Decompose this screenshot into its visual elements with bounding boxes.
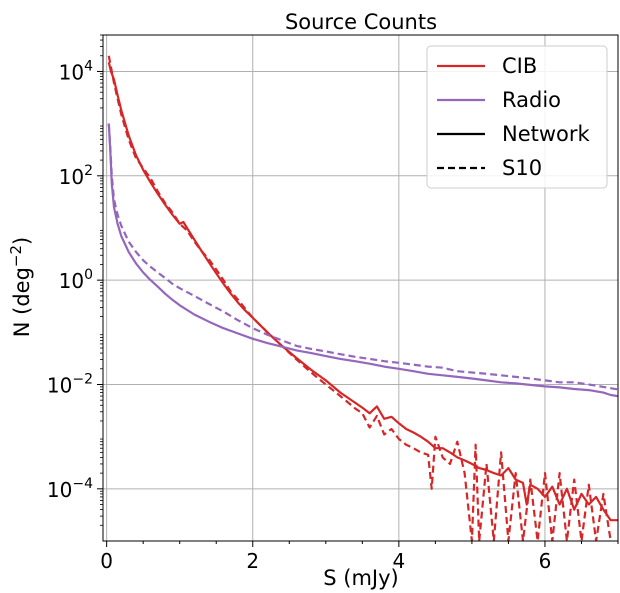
y-axis-label: N (deg−2) [7, 237, 34, 338]
y-tick-base: 10 [59, 269, 84, 293]
y-tick-base: 10 [47, 373, 72, 397]
y-tick-base: 10 [59, 60, 84, 84]
y-tick-exponent: 0 [84, 267, 93, 283]
x-tick-label: 0 [100, 549, 113, 573]
x-tick-label: 6 [539, 549, 552, 573]
series-radio-s10 [107, 123, 618, 391]
x-axis-label: S (mJy) [323, 566, 398, 590]
y-tick-exponent: −2 [72, 371, 93, 387]
y-axis-label-exponent: −2 [7, 245, 25, 267]
y-tick-exponent: −4 [72, 476, 93, 492]
series-lines [107, 55, 618, 541]
x-tick-label: 4 [392, 549, 405, 573]
y-tick-label: 100 [59, 267, 93, 293]
y-tick-base: 10 [59, 165, 84, 189]
series-radio-network [107, 123, 618, 398]
series-cib-network [107, 62, 618, 522]
chart-title: Source Counts [285, 10, 437, 34]
y-tick-exponent: 4 [84, 58, 93, 74]
y-axis-label-text: N (deg [10, 267, 34, 337]
y-tick-label: 104 [59, 58, 93, 84]
y-tick-base: 10 [47, 478, 72, 502]
legend: CIB Radio Network S10 [426, 45, 608, 189]
y-tick-label: 102 [59, 163, 93, 189]
legend-label-s10: S10 [502, 156, 542, 180]
legend-box [426, 45, 608, 189]
series-cib-s10 [107, 55, 612, 541]
legend-label-radio: Radio [502, 88, 561, 112]
y-tick-exponent: 2 [84, 163, 93, 179]
x-tick-label: 2 [246, 549, 259, 573]
legend-label-cib: CIB [502, 54, 537, 78]
y-axis-label-close: ) [10, 237, 34, 245]
y-tick-label: 10−2 [47, 371, 93, 397]
legend-label-network: Network [502, 122, 591, 146]
y-tick-label: 10−4 [47, 476, 93, 502]
